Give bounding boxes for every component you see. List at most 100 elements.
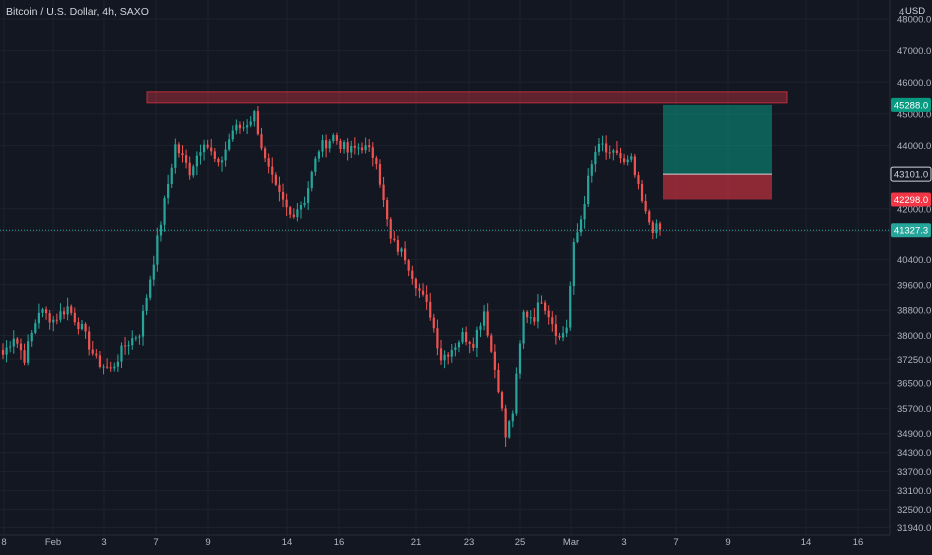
candle-body[interactable]: [91, 349, 94, 354]
candle-body[interactable]: [195, 155, 198, 167]
candle-body[interactable]: [19, 343, 23, 351]
candle-body[interactable]: [217, 158, 220, 163]
candle-body[interactable]: [597, 143, 601, 152]
candle-body[interactable]: [414, 278, 417, 289]
candle-body[interactable]: [479, 325, 482, 330]
candle-body[interactable]: [644, 200, 647, 212]
candle-body[interactable]: [84, 323, 87, 332]
candle-body[interactable]: [569, 286, 572, 328]
candle-body[interactable]: [278, 184, 281, 192]
candle-body[interactable]: [123, 345, 127, 347]
candle-body[interactable]: [271, 166, 274, 175]
candle-body[interactable]: [256, 111, 260, 135]
candle-body[interactable]: [41, 309, 44, 313]
position-profit-zone[interactable]: [663, 104, 772, 175]
candle-body[interactable]: [368, 145, 371, 148]
candle-body[interactable]: [249, 121, 252, 126]
candle-body[interactable]: [565, 327, 568, 334]
candle-body[interactable]: [630, 156, 633, 160]
candle-body[interactable]: [152, 264, 155, 280]
candle-body[interactable]: [106, 366, 109, 368]
candle-body[interactable]: [389, 219, 392, 239]
candle-body[interactable]: [450, 349, 453, 357]
candle-body[interactable]: [626, 159, 629, 163]
candle-body[interactable]: [655, 223, 658, 234]
candle-body[interactable]: [461, 332, 464, 343]
candle-body[interactable]: [23, 350, 26, 363]
candle-body[interactable]: [425, 294, 428, 302]
candle-body[interactable]: [206, 144, 209, 148]
candle-body[interactable]: [454, 347, 457, 350]
candle-body[interactable]: [210, 147, 213, 152]
candle-body[interactable]: [246, 125, 249, 128]
candle-body[interactable]: [199, 152, 202, 156]
candle-body[interactable]: [561, 333, 565, 338]
candle-body[interactable]: [30, 332, 33, 342]
candle-body[interactable]: [386, 200, 389, 220]
candle-body[interactable]: [583, 204, 586, 220]
candle-body[interactable]: [1, 349, 5, 355]
candles[interactable]: [1, 106, 662, 447]
candle-body[interactable]: [511, 413, 514, 422]
candle-body[interactable]: [145, 297, 148, 311]
candle-body[interactable]: [504, 408, 507, 438]
candle-body[interactable]: [238, 124, 242, 129]
candle-body[interactable]: [325, 140, 328, 149]
candle-body[interactable]: [576, 232, 579, 243]
candle-body[interactable]: [242, 127, 245, 129]
candle-body[interactable]: [127, 345, 130, 347]
candle-body[interactable]: [307, 188, 310, 203]
candle-body[interactable]: [360, 147, 364, 151]
candle-body[interactable]: [177, 144, 181, 154]
candle-body[interactable]: [9, 346, 12, 348]
candle-body[interactable]: [321, 140, 324, 152]
candle-body[interactable]: [637, 175, 640, 185]
candle-body[interactable]: [353, 145, 356, 148]
candle-body[interactable]: [335, 135, 338, 141]
candle-body[interactable]: [131, 338, 134, 346]
candle-body[interactable]: [149, 279, 152, 298]
time-axis[interactable]: 8 Feb 3 7 9 14 16 21 23 25 Mar 3 7 9 14 16: [0, 534, 890, 548]
candle-body[interactable]: [407, 260, 410, 271]
candle-body[interactable]: [62, 311, 66, 315]
candle-body[interactable]: [658, 223, 662, 230]
candle-body[interactable]: [59, 311, 62, 320]
candle-body[interactable]: [544, 302, 547, 311]
candle-body[interactable]: [274, 174, 277, 185]
candle-body[interactable]: [579, 219, 583, 233]
candle-body[interactable]: [486, 311, 489, 336]
candle-body[interactable]: [640, 184, 644, 201]
candle-body[interactable]: [332, 135, 335, 141]
candle-body[interactable]: [235, 124, 238, 131]
candle-body[interactable]: [44, 309, 48, 314]
candle-body[interactable]: [281, 191, 285, 200]
candle-body[interactable]: [346, 142, 349, 153]
candle-body[interactable]: [95, 353, 98, 356]
candle-body[interactable]: [88, 331, 91, 350]
candle-body[interactable]: [403, 248, 407, 261]
candle-body[interactable]: [536, 302, 540, 322]
resistance-zone[interactable]: [146, 91, 788, 104]
candle-body[interactable]: [515, 373, 518, 414]
candle-body[interactable]: [651, 222, 654, 234]
candle-body[interactable]: [12, 338, 15, 347]
candle-body[interactable]: [314, 158, 317, 172]
candle-body[interactable]: [529, 317, 532, 319]
price-axis[interactable]: USD 4 48000.0 47000.0 46000.0 45000.0 44000.…: [889, 0, 932, 535]
candle-body[interactable]: [220, 160, 224, 163]
candle-body[interactable]: [547, 310, 550, 318]
candle-body[interactable]: [66, 306, 69, 315]
candle-body[interactable]: [181, 153, 184, 156]
candle-body[interactable]: [184, 155, 188, 163]
candle-body[interactable]: [231, 130, 234, 140]
candle-body[interactable]: [80, 323, 84, 330]
candle-body[interactable]: [475, 329, 479, 348]
candle-body[interactable]: [260, 134, 263, 149]
candle-body[interactable]: [540, 302, 543, 304]
candle-body[interactable]: [378, 164, 382, 185]
candle-body[interactable]: [37, 312, 41, 324]
candle-body[interactable]: [213, 151, 216, 159]
candle-body[interactable]: [396, 240, 400, 252]
candle-body[interactable]: [375, 157, 378, 165]
candle-body[interactable]: [188, 162, 191, 176]
